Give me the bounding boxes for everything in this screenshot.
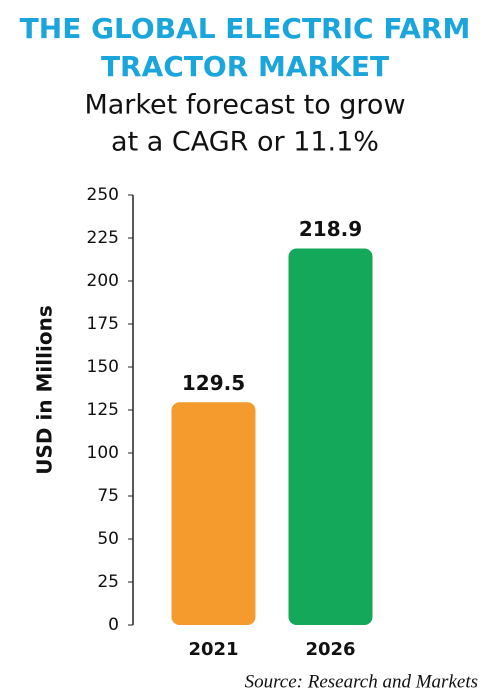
y-tick-label: 175 (87, 314, 119, 334)
y-tick-label: 75 (97, 486, 119, 506)
bar (171, 402, 256, 625)
x-tick-label: 2026 (305, 639, 355, 660)
x-tick-label: 2021 (188, 639, 238, 660)
y-tick-label: 0 (108, 615, 119, 635)
chart-title: THE GLOBAL ELECTRIC FARM (20, 12, 471, 45)
y-axis-label: USD in Millions (33, 305, 57, 474)
chart-subtitle: Market forecast to grow (84, 90, 405, 121)
chart-subtitle: at a CAGR or 11.1% (111, 127, 379, 158)
y-tick-label: 200 (87, 271, 119, 291)
y-tick-label: 250 (87, 185, 119, 205)
y-tick-label: 150 (87, 357, 119, 377)
source-note: Source: Research and Markets (245, 671, 478, 692)
chart-title: TRACTOR MARKET (101, 50, 389, 83)
value-label: 218.9 (299, 217, 362, 241)
y-tick-label: 50 (97, 529, 119, 549)
y-tick-label: 225 (87, 228, 119, 248)
y-tick-label: 100 (87, 443, 119, 463)
value-label: 129.5 (182, 371, 245, 395)
y-tick-label: 125 (87, 400, 119, 420)
bar (288, 248, 373, 625)
y-tick-label: 25 (97, 572, 119, 592)
